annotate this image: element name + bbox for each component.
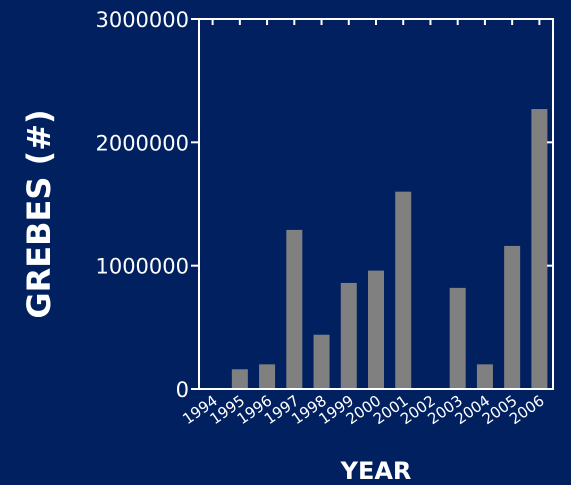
- bar-2000: [368, 270, 384, 389]
- bar-2003: [449, 287, 466, 389]
- y-tick-label-0: 0: [176, 378, 189, 402]
- y-tick-label-1000000: 1000000: [95, 255, 189, 279]
- bar-1998: [313, 334, 330, 389]
- bar-2005: [504, 245, 521, 389]
- bar-2001: [395, 191, 412, 389]
- bar-1995: [231, 369, 248, 389]
- bars-layer: [231, 109, 548, 390]
- bar-1996: [259, 364, 276, 389]
- bar-1999: [340, 282, 357, 389]
- bar-2004: [476, 364, 493, 389]
- ticks-layer: [191, 18, 553, 390]
- y-axis-title: GREBES (#): [20, 109, 58, 318]
- bar-2006: [531, 109, 548, 390]
- bar-1997: [286, 229, 303, 389]
- y-tick-label-3000000: 3000000: [95, 8, 189, 32]
- y-tick-label-2000000: 2000000: [95, 131, 189, 155]
- x-axis-title: YEAR: [340, 457, 412, 485]
